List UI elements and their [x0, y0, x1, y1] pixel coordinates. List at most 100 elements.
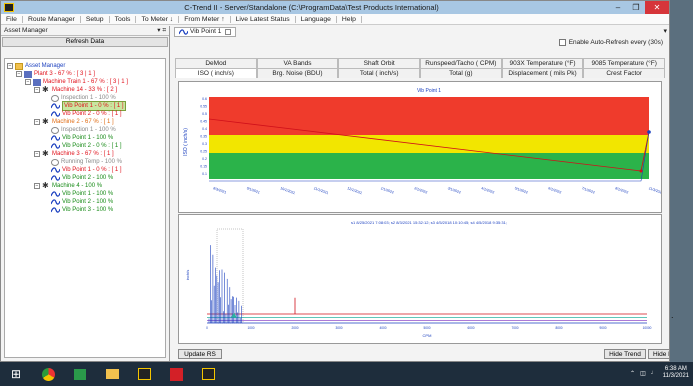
tab-tabs_row2-3[interactable]: Total (g)	[420, 68, 502, 78]
tree-node[interactable]: − ✱ Machine 2 - 67 % : [ 1 ]	[7, 118, 163, 126]
network-icon[interactable]: ◫	[640, 370, 646, 377]
hide-trend-button[interactable]: Hide Trend	[604, 349, 646, 359]
update-rs-button[interactable]: Update RS	[178, 349, 222, 359]
menu-item-4[interactable]: To Meter ↓	[136, 15, 180, 23]
tab-tabs_row1-4[interactable]: 903X Temperature (°F)	[501, 58, 584, 68]
tree-node[interactable]: − Plant 3 - 67 % : [ 3 | 1 ]	[7, 70, 163, 78]
tab-tabs_row2-1[interactable]: Brg. Noise (BDU)	[256, 68, 339, 78]
tree-node[interactable]: − ✱ Machine 3 - 67 % : [ 1 ]	[7, 150, 163, 158]
tree-node[interactable]: − ✱ Machine 4 - 100 %	[7, 182, 163, 190]
panel-menu-icon[interactable]: ▾	[663, 28, 667, 35]
tree-node[interactable]: Inspection 1 - 100 %	[7, 94, 163, 102]
tree-expander-icon[interactable]: −	[34, 151, 40, 157]
close-button[interactable]: ✕	[645, 1, 669, 14]
clock[interactable]: 6:38 AM 11/3/2021	[663, 366, 689, 380]
tree-expander-icon[interactable]: −	[16, 71, 22, 77]
tree-node[interactable]: − Asset Manager	[7, 62, 163, 70]
fft-peak	[231, 312, 237, 318]
menu-item-3[interactable]: Tools	[110, 15, 137, 23]
trend-point[interactable]	[647, 130, 651, 134]
tab-tabs_row1-3[interactable]: Runspeed/Tacho ( CPM)	[420, 58, 502, 68]
machine-icon: ✱	[42, 117, 49, 126]
minimize-button[interactable]: –	[615, 3, 621, 12]
refresh-data-button[interactable]: Refresh Data	[2, 37, 168, 47]
menu-bar: File Route Manager Setup Tools To Meter ↓ Fro…	[1, 14, 669, 25]
app-icon-green[interactable]	[71, 366, 89, 382]
tree-node-label: Asset Manager	[25, 63, 66, 69]
volume-icon[interactable]: ♩	[650, 370, 657, 376]
tree-node[interactable]: Running Temp - 100 %	[7, 158, 163, 166]
tree-expander-icon[interactable]: −	[34, 119, 40, 125]
wave-icon	[50, 166, 61, 174]
tree-node[interactable]: Vib Point 1 - 0 % : [ 1 ]	[7, 101, 163, 111]
trend-x-tick: 3/1/2022	[447, 186, 461, 194]
tree-node[interactable]: Vib Point 1 - 0 % : [ 1 ]	[7, 166, 163, 174]
chrome-icon[interactable]	[39, 366, 57, 382]
fft-x-tick: 8000	[555, 326, 562, 330]
tree-expander-icon[interactable]: −	[25, 79, 31, 85]
chevron-up-icon[interactable]: ⌃	[630, 370, 636, 377]
tab-tabs_row1-0[interactable]: DeMod	[175, 58, 257, 68]
tree-node-label: Vib Point 1 - 0 % : [ 1 ]	[62, 101, 126, 111]
tree-node[interactable]: Vib Point 3 - 100 %	[7, 206, 163, 214]
trend-y-tick: 0.15	[200, 165, 207, 169]
tree-node-label: Vib Point 1 - 0 % : [ 1 ]	[62, 167, 122, 173]
trend-x-tick: 8/3/2021	[213, 186, 227, 194]
tab-tabs_row1-5[interactable]: 9085 Temperature (°F)	[583, 58, 666, 68]
tree-node[interactable]: Vib Point 2 - 100 %	[7, 174, 163, 182]
tree-node[interactable]: − ✱ Machine 14 - 33 % : [ 2 ]	[7, 86, 163, 94]
pin-icon[interactable]: ▾ ⌗	[157, 27, 166, 34]
hide-fft-button[interactable]: Hide FFT	[648, 349, 669, 359]
trend-x-tick: 1/1/2022	[380, 186, 394, 194]
tree-node[interactable]: Vib Point 2 - 0 % : [ 1 ]	[7, 142, 163, 150]
tab-tabs_row1-1[interactable]: VA Bands	[256, 58, 339, 68]
acrobat-icon[interactable]	[167, 366, 185, 382]
menu-item-7[interactable]: Language	[296, 15, 337, 23]
fft-x-tick: 6000	[467, 326, 474, 330]
menu-item-5[interactable]: From Meter ↑	[179, 15, 231, 23]
tree-node[interactable]: − Machine Train 1 - 67 % : [ 3 | 1 ]	[7, 78, 163, 86]
maximize-button[interactable]: ❐	[632, 3, 640, 12]
clock-time: 6:38 AM	[664, 366, 687, 372]
trend-y-tick: 0.3	[202, 142, 207, 146]
tree-node[interactable]: Vib Point 1 - 100 %	[7, 134, 163, 142]
tab-tabs_row2-5[interactable]: Crest Factor	[583, 68, 666, 78]
trend-chart-panel: Vib Point 1 ISO ( inch/s) 0.6 0.55 0.5 0.45 0.…	[178, 81, 664, 213]
trend-y-tick: 0.25	[200, 150, 207, 154]
menu-item-1[interactable]: Route Manager	[23, 15, 81, 23]
trend-point[interactable]	[639, 169, 643, 173]
menu-item-8[interactable]: Help	[337, 15, 362, 23]
tree-node[interactable]: Vib Point 2 - 100 %	[7, 198, 163, 206]
auto-refresh-checkbox[interactable]: Enable Auto-Refresh every (30s)	[558, 39, 663, 46]
tab-tabs_row2-0[interactable]: ISO ( inch/s)	[175, 68, 257, 78]
content-pane: Vib Point 1 ▾ Enable Auto-Refresh every …	[172, 26, 669, 361]
tab-row-1: DeMod VA Bands Shaft Orbit Runspeed/Tacho (…	[175, 58, 666, 68]
tab-tabs_row2-2[interactable]: Total ( inch/s)	[338, 68, 421, 78]
tree-node[interactable]: Vib Point 1 - 100 %	[7, 190, 163, 198]
fft-chart-panel: s1 8/25/2021 7:08:03; s2 8/3/2021 15:32:…	[178, 214, 662, 344]
tree-node-label: Plant 3 - 67 % : [ 3 | 1 ]	[34, 71, 95, 77]
tree-node[interactable]: Vib Point 2 - 0 % : [ 1 ]	[7, 110, 163, 118]
windows-start-icon[interactable]: ⊞	[10, 367, 22, 381]
menu-item-6[interactable]: Live Latest Status	[231, 15, 296, 23]
system-tray: ⌃ ◫ ♩ 6:38 AM 11/3/2021	[630, 366, 689, 380]
ctrend-icon-2[interactable]	[199, 366, 217, 382]
tree-node[interactable]: Inspection 1 - 100 %	[7, 126, 163, 134]
document-tab-close-icon[interactable]	[225, 29, 232, 35]
tree-expander-icon[interactable]: −	[34, 87, 40, 93]
fft-x-tick: 0	[206, 326, 208, 330]
asset-manager-header: Asset Manager ▾ ⌗	[1, 26, 169, 36]
tree-expander-icon[interactable]: −	[7, 63, 13, 69]
menu-item-0[interactable]: File	[1, 15, 23, 23]
tree-expander-icon[interactable]: −	[34, 183, 40, 189]
menu-item-2[interactable]: Setup	[81, 15, 110, 23]
wave-icon	[50, 190, 61, 198]
tree-node-label: Inspection 1 - 100 %	[61, 127, 116, 133]
fft-y-label: inch/s	[185, 270, 190, 280]
document-tab[interactable]: Vib Point 1	[174, 27, 237, 37]
file-explorer-icon[interactable]	[103, 366, 121, 382]
ctrend-icon[interactable]	[135, 366, 153, 382]
auto-refresh-box[interactable]	[558, 39, 566, 46]
tab-tabs_row1-2[interactable]: Shaft Orbit	[338, 58, 421, 68]
tab-tabs_row2-4[interactable]: Displacement ( mils Pk)	[501, 68, 584, 78]
